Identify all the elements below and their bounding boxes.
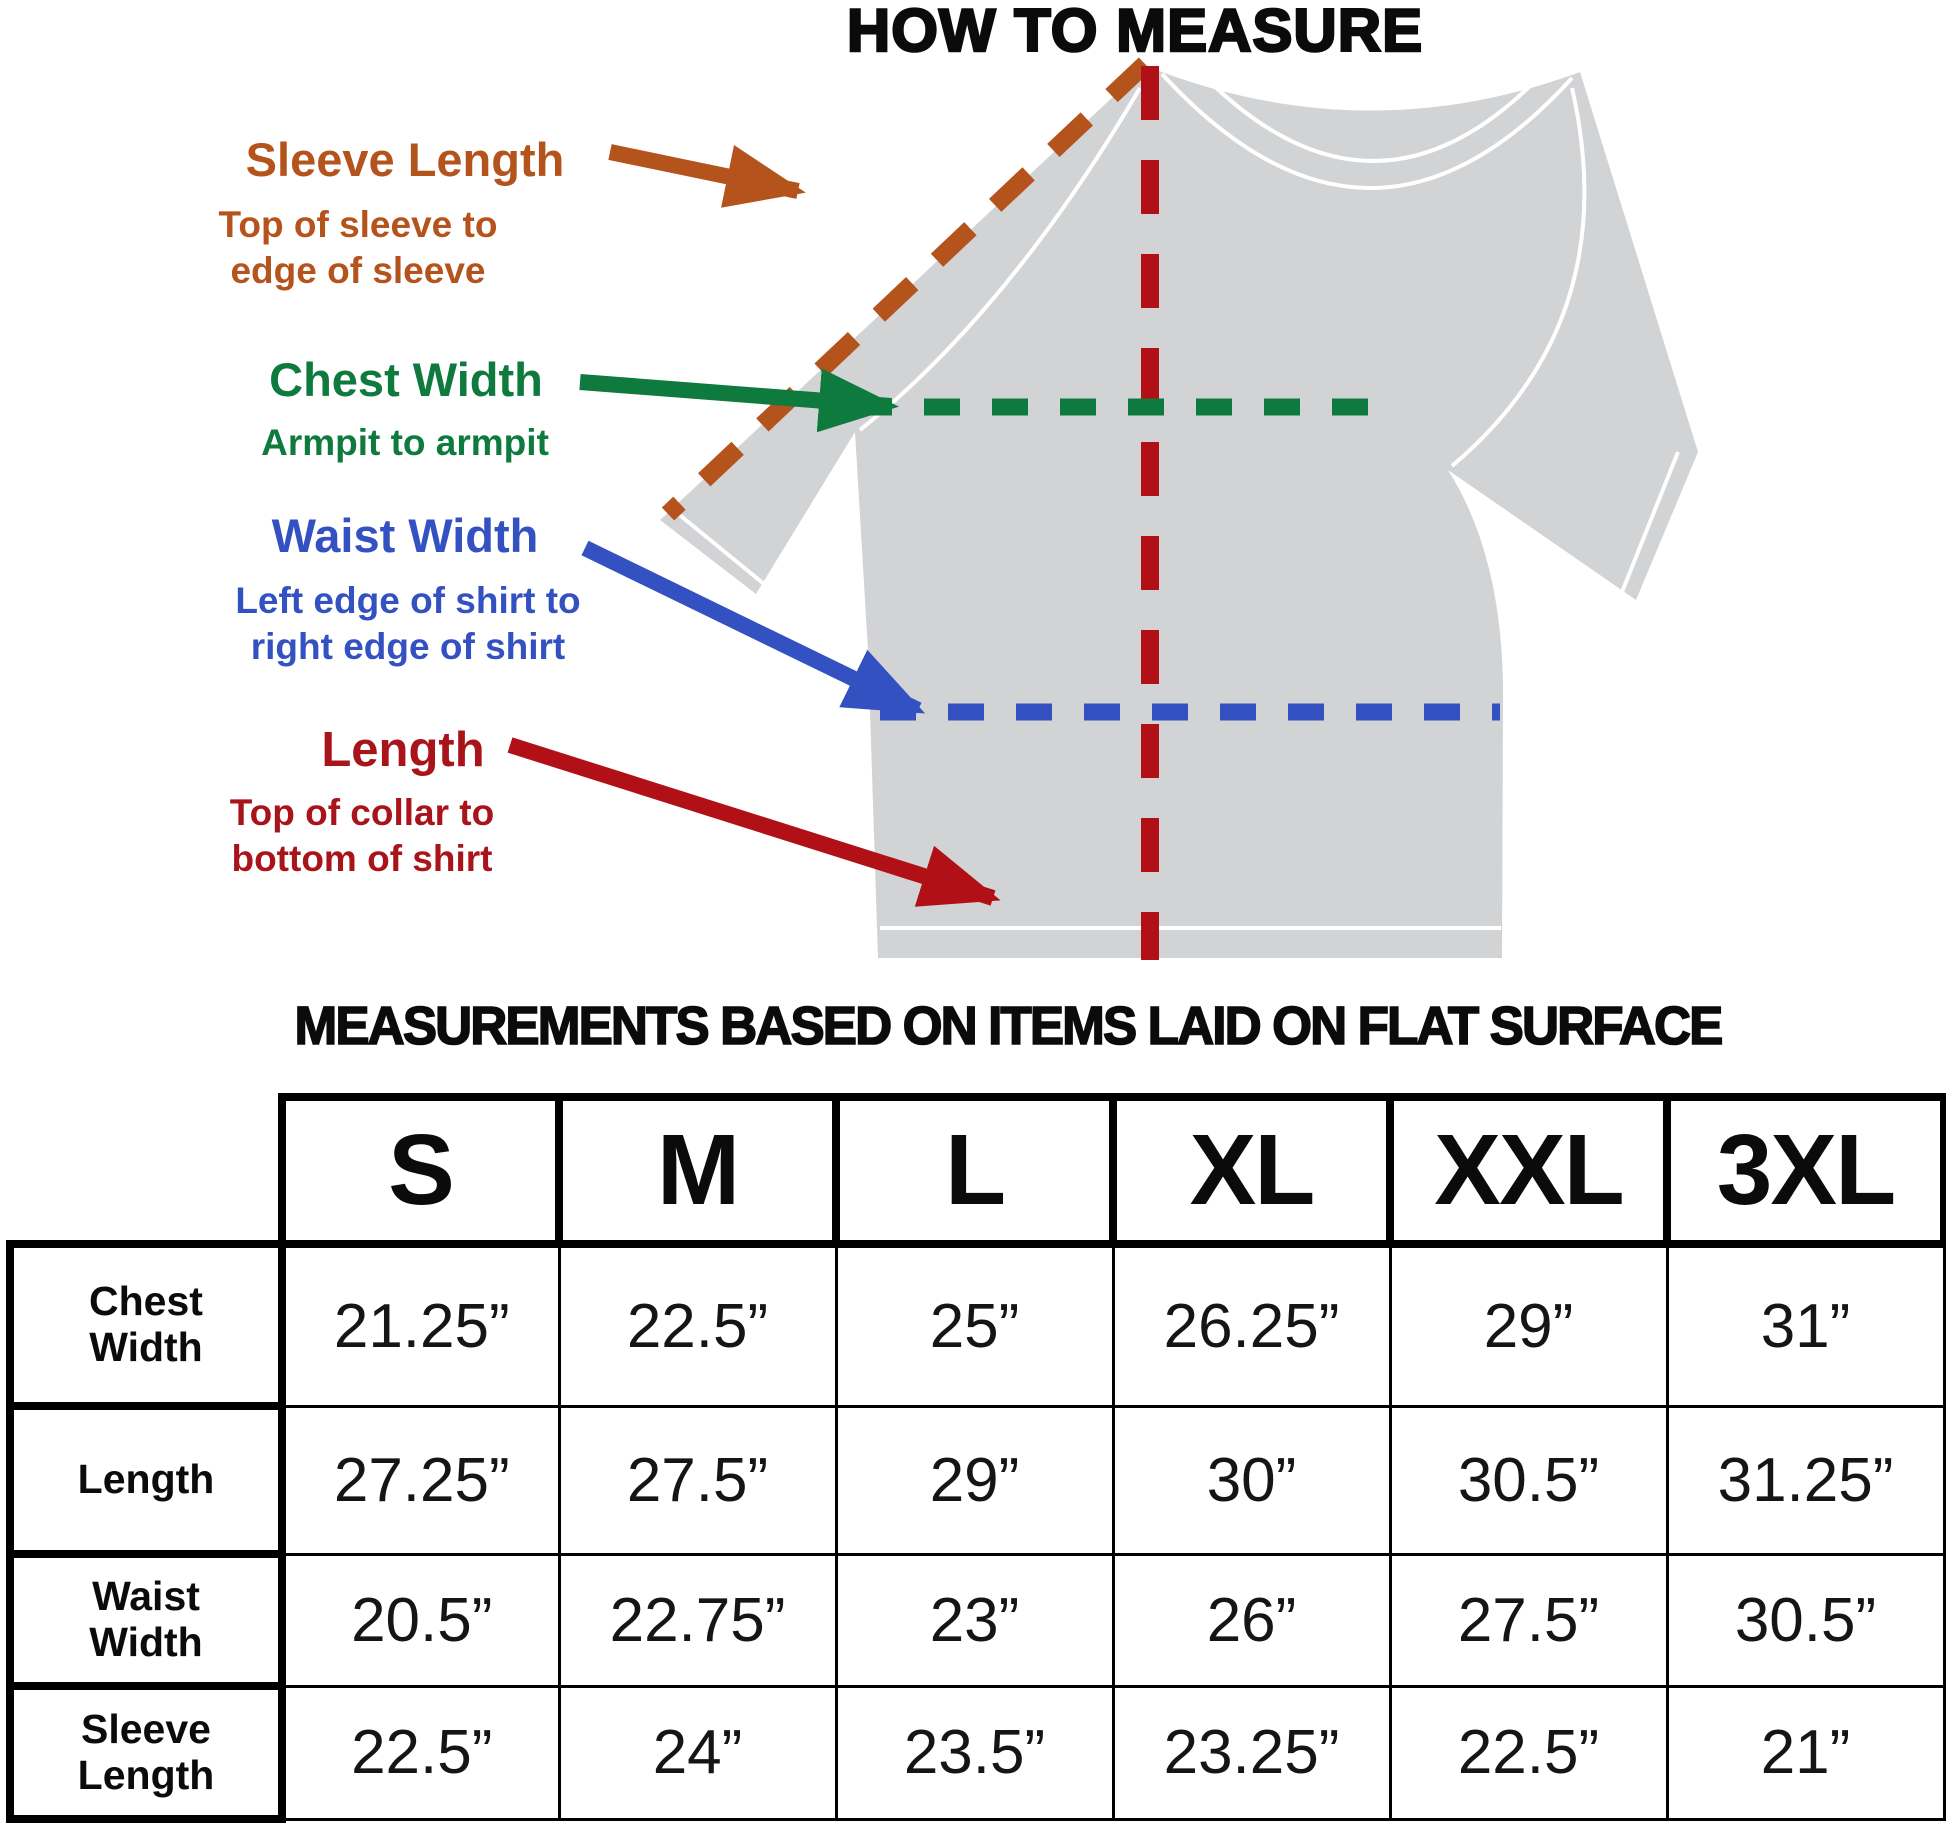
right-sleeve-seam bbox=[1450, 87, 1587, 468]
length-l: 29” bbox=[834, 1404, 1115, 1556]
waist-width-row-label-text: Waist Width bbox=[89, 1573, 203, 1665]
sleeve-length-s: 22.5” bbox=[280, 1684, 561, 1821]
length-xxl: 30.5” bbox=[1388, 1404, 1669, 1556]
sleeve-length-arrow bbox=[608, 144, 806, 208]
waist-width-m: 22.75” bbox=[557, 1552, 838, 1688]
sleeve-length-3xl: 21” bbox=[1665, 1684, 1946, 1821]
sleeve-length-dashed-line bbox=[661, 57, 1152, 521]
collar-inner-seam bbox=[1208, 80, 1532, 163]
chest-width-m: 22.5” bbox=[557, 1242, 838, 1408]
waist-width-3xl: 30.5” bbox=[1665, 1552, 1946, 1688]
waist-width-row-label: Waist Width bbox=[6, 1550, 286, 1690]
table-title: MEASUREMENTS BASED ON ITEMS LAID ON FLAT… bbox=[294, 995, 1724, 1057]
chest-width-row-label: Chest Width bbox=[6, 1240, 286, 1410]
length-desc: Top of collar to bottom of shirt bbox=[62, 790, 662, 882]
size-table: S M L XL XXL 3XL Chest Width 21.25” 22.5… bbox=[6, 1093, 1946, 1823]
sleeve-length-m: 24” bbox=[557, 1684, 838, 1821]
chest-width-arrow bbox=[579, 368, 899, 433]
length-m: 27.5” bbox=[557, 1404, 838, 1556]
waist-width-xl: 26” bbox=[1111, 1552, 1392, 1688]
sleeve-length-label: Sleeve Length bbox=[245, 133, 565, 186]
waist-width-arrow bbox=[581, 540, 926, 718]
chest-width-row-label-text: Chest Width bbox=[89, 1278, 203, 1370]
sleeve-length-row-label: Sleeve Length bbox=[6, 1682, 286, 1823]
chest-width-desc-line1: Armpit to armpit bbox=[261, 422, 549, 463]
chest-width-s: 21.25” bbox=[280, 1242, 561, 1408]
collar-outer-seam bbox=[1160, 72, 1574, 190]
tshirt-measure-diagram bbox=[507, 57, 1698, 960]
chest-width-desc: Armpit to armpit bbox=[105, 420, 705, 466]
length-row: Length 27.25” 27.5” 29” 30” 30.5” 31.25” bbox=[6, 1402, 1946, 1558]
size-column-m: M bbox=[555, 1093, 840, 1248]
sleeve-length-xxl: 22.5” bbox=[1388, 1684, 1669, 1821]
chest-width-l: 25” bbox=[834, 1242, 1115, 1408]
size-table-header-row: S M L XL XXL 3XL bbox=[10, 1093, 1946, 1248]
left-sleeve-seam bbox=[858, 86, 1142, 432]
chest-width-row: Chest Width 21.25” 22.5” 25” 26.25” 29” … bbox=[6, 1240, 1946, 1410]
waist-width-s: 20.5” bbox=[280, 1552, 561, 1688]
length-row-label-text: Length bbox=[77, 1456, 215, 1503]
tshirt-silhouette bbox=[660, 66, 1698, 958]
page-title: HOW TO MEASURE bbox=[846, 0, 1424, 65]
chest-width-label: Chest Width bbox=[269, 353, 543, 406]
size-column-s: S bbox=[278, 1093, 563, 1248]
sleeve-length-l: 23.5” bbox=[834, 1684, 1115, 1821]
length-arrow bbox=[507, 737, 1001, 907]
size-column-xl: XL bbox=[1109, 1093, 1394, 1248]
chest-width-3xl: 31” bbox=[1665, 1242, 1946, 1408]
waist-width-desc-line1: Left edge of shirt to bbox=[235, 580, 581, 621]
length-3xl: 31.25” bbox=[1665, 1404, 1946, 1556]
waist-width-xxl: 27.5” bbox=[1388, 1552, 1669, 1688]
sleeve-length-row-label-text: Sleeve Length bbox=[77, 1705, 215, 1798]
length-label: Length bbox=[321, 723, 485, 777]
waist-width-label: Waist Width bbox=[271, 509, 539, 562]
waist-width-row: Waist Width 20.5” 22.75” 23” 26” 27.5” 3… bbox=[6, 1550, 1946, 1690]
waist-width-l: 23” bbox=[834, 1552, 1115, 1688]
header-blank-cell bbox=[10, 1097, 282, 1244]
size-column-3xl: 3XL bbox=[1663, 1093, 1946, 1248]
chest-width-xl: 26.25” bbox=[1111, 1242, 1392, 1408]
length-xl: 30” bbox=[1111, 1404, 1392, 1556]
sleeve-length-xl: 23.25” bbox=[1111, 1684, 1392, 1821]
length-row-label: Length bbox=[6, 1402, 286, 1558]
sleeve-length-desc: Top of sleeve to edge of sleeve bbox=[58, 202, 658, 294]
sleeve-length-desc-line2: edge of sleeve bbox=[230, 249, 486, 291]
length-desc-line2: bottom of shirt bbox=[231, 837, 493, 879]
tshirt-seams bbox=[674, 72, 1680, 930]
length-desc-line1: Top of collar to bbox=[229, 792, 495, 833]
right-cuff-seam bbox=[1620, 451, 1680, 593]
waist-width-desc: Left edge of shirt to right edge of shir… bbox=[108, 578, 708, 670]
length-s: 27.25” bbox=[280, 1404, 561, 1556]
waist-width-desc-line2: right edge of shirt bbox=[250, 625, 566, 667]
left-cuff-seam bbox=[674, 510, 766, 586]
size-column-l: L bbox=[832, 1093, 1117, 1248]
size-column-xxl: XXL bbox=[1386, 1093, 1671, 1248]
sleeve-length-row: Sleeve Length 22.5” 24” 23.5” 23.25” 22.… bbox=[6, 1682, 1946, 1823]
sleeve-length-desc-line1: Top of sleeve to bbox=[218, 204, 498, 245]
chest-width-xxl: 29” bbox=[1388, 1242, 1669, 1408]
